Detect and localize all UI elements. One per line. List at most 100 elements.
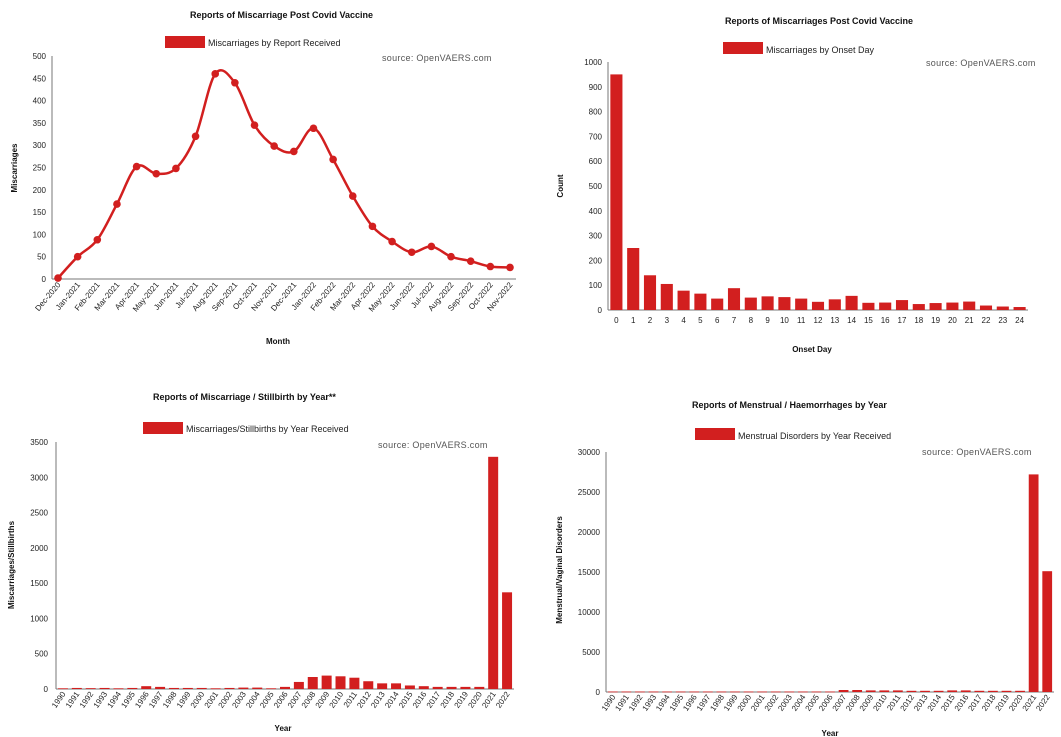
bar <box>627 248 640 310</box>
data-point <box>113 200 121 208</box>
bar <box>252 687 263 689</box>
bar <box>702 691 713 693</box>
data-point <box>407 248 416 257</box>
y-tick-label: 20000 <box>578 528 601 537</box>
bar <box>224 687 235 689</box>
y-axis-label: Miscarriages <box>10 143 19 192</box>
x-tick-label: 2022 <box>1034 693 1052 713</box>
bar <box>168 687 179 689</box>
data-point <box>211 70 220 78</box>
bar <box>811 301 825 310</box>
bar <box>778 297 791 310</box>
bar <box>391 683 402 689</box>
y-tick-label: 300 <box>33 141 47 150</box>
data-point <box>191 132 200 141</box>
y-tick-label: 2000 <box>30 544 48 553</box>
x-tick-label: 24 <box>1015 316 1024 325</box>
x-tick-label: 8 <box>749 316 754 325</box>
bar <box>838 690 849 692</box>
bar <box>266 688 277 690</box>
y-tick-label: 1500 <box>30 579 48 588</box>
y-tick-label: 600 <box>589 157 603 166</box>
x-tick-label: 4 <box>681 316 686 325</box>
bar <box>349 677 360 689</box>
bar <box>879 302 892 310</box>
y-tick-label: 400 <box>33 97 47 106</box>
x-tick-label: 13 <box>830 316 839 325</box>
bar <box>797 691 808 693</box>
x-tick-label: 20 <box>948 316 957 325</box>
source-label: source: OpenVAERS.com <box>926 58 1036 68</box>
y-tick-label: 100 <box>589 281 603 290</box>
y-tick-label: 900 <box>589 83 603 92</box>
bar <box>1015 690 1025 692</box>
x-tick-label: 18 <box>914 316 923 325</box>
data-point <box>73 252 82 261</box>
data-point <box>93 235 102 244</box>
bar <box>404 685 415 689</box>
bar <box>238 687 249 689</box>
bar <box>1042 571 1053 692</box>
bar <box>1013 307 1026 310</box>
bar <box>963 301 976 310</box>
chart-miscarriage-by-onset-day: Reports of Miscarriages Post Covid Vacci… <box>556 16 1036 354</box>
y-axis-label: Miscarriages/Stillbirths <box>7 520 16 609</box>
bar <box>906 690 917 692</box>
chart-title: Reports of Miscarriages Post Covid Vacci… <box>725 16 913 26</box>
legend-label: Menstrual Disorders by Year Received <box>738 431 891 441</box>
bar <box>912 304 925 310</box>
y-axis-label: Menstrual/Vaginal Disorders <box>555 516 564 624</box>
x-tick-label: 11 <box>797 316 806 325</box>
x-tick-label: 10 <box>780 316 789 325</box>
chart-panel-menstrual-by-year: Reports of Menstrual / Haemorrhages by Y… <box>530 370 1061 737</box>
x-tick-label: 2 <box>648 316 653 325</box>
bar <box>418 686 429 689</box>
data-point <box>329 155 337 164</box>
x-tick-label: 9 <box>765 316 770 325</box>
x-tick-label: 2022 <box>494 690 512 710</box>
y-tick-label: 500 <box>33 52 47 61</box>
bar <box>960 690 971 692</box>
chart-miscarriage-by-month: Reports of Miscarriage Post Covid Vaccin… <box>10 10 516 346</box>
bar <box>675 691 686 693</box>
chart-panel-miscarriage-by-onset-day: Reports of Miscarriages Post Covid Vacci… <box>530 0 1061 370</box>
data-point <box>447 252 455 261</box>
y-tick-label: 2500 <box>30 509 48 518</box>
legend-swatch <box>695 428 735 440</box>
data-point <box>290 147 298 156</box>
data-point <box>152 169 161 178</box>
legend-swatch <box>723 42 763 54</box>
bar <box>113 688 124 690</box>
bar <box>946 302 959 310</box>
y-tick-label: 25000 <box>578 488 601 497</box>
bar <box>474 686 485 689</box>
bar <box>743 691 754 693</box>
bar <box>761 296 774 310</box>
data-point <box>368 222 377 231</box>
bar <box>610 74 623 311</box>
y-tick-label: 200 <box>589 256 603 265</box>
x-axis-label: Onset Day <box>792 345 832 354</box>
bar <box>828 299 841 310</box>
bar <box>862 302 875 310</box>
bar <box>71 687 82 689</box>
bar <box>757 691 768 693</box>
bar <box>895 300 909 310</box>
data-point <box>309 124 318 133</box>
data-point <box>388 237 396 246</box>
y-tick-label: 3500 <box>30 438 48 447</box>
bar <box>689 691 700 693</box>
bar <box>196 687 207 689</box>
x-tick-label: 6 <box>715 316 720 325</box>
source-label: source: OpenVAERS.com <box>382 53 492 63</box>
bar <box>947 690 958 692</box>
y-tick-label: 1000 <box>30 614 48 623</box>
bar <box>929 303 942 310</box>
bar <box>460 686 471 689</box>
bar <box>845 295 858 310</box>
bar <box>852 690 863 692</box>
bar <box>660 283 673 310</box>
x-tick-label: 1 <box>631 316 636 325</box>
x-axis-label: Month <box>266 337 290 346</box>
y-tick-label: 3000 <box>30 473 48 482</box>
